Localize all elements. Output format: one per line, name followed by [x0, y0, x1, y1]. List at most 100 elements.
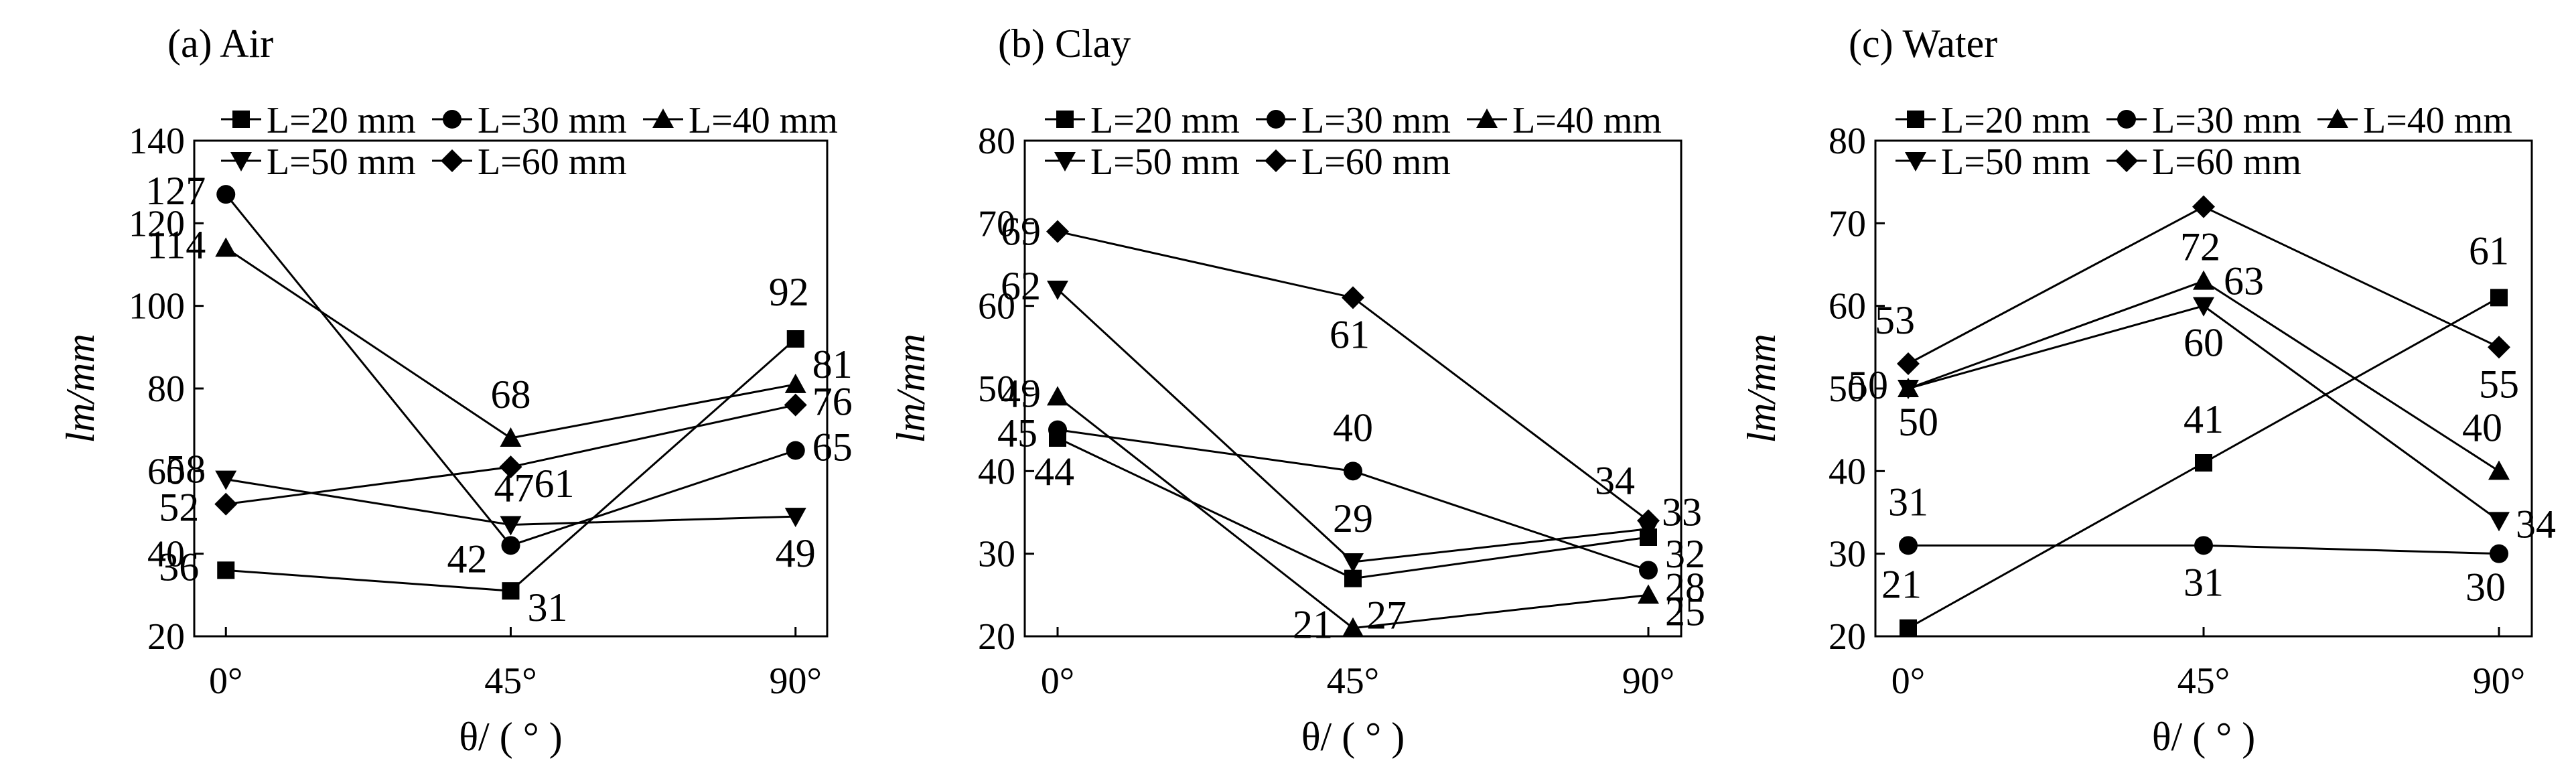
- data-label: 34: [2516, 502, 2556, 546]
- data-label: 53: [1875, 298, 1915, 342]
- data-point: [214, 492, 238, 516]
- chart-panel-air: (a) Air 20 40 60 80 100 120 140 0° 45° 90° θ/ ( ° )…: [58, 21, 853, 759]
- data-point: [499, 455, 522, 479]
- legend-marker: [1476, 109, 1498, 128]
- x-tick-label: 0°: [1891, 660, 1925, 702]
- data-point: [2192, 195, 2215, 218]
- y-tick-label: 70: [978, 203, 1015, 244]
- data-label: 72: [2180, 225, 2220, 269]
- data-point: [784, 373, 806, 393]
- data-label: 45: [997, 411, 1037, 455]
- x-tick-label: 0°: [1041, 660, 1074, 702]
- legend-item: L=50 mm: [1045, 141, 1240, 183]
- legend-label: L=20 mm: [1090, 100, 1240, 141]
- y-tick-label: 40: [147, 534, 185, 575]
- y-tick-label: 140: [129, 121, 185, 162]
- y-tick-label: 20: [978, 616, 1015, 658]
- y-tick-label: 80: [978, 121, 1015, 162]
- legend-label: L=60 mm: [1301, 141, 1451, 183]
- legend-item: L=40 mm: [643, 100, 838, 141]
- y-axis-label: lm/mm: [1739, 334, 1784, 443]
- data-point: [1342, 286, 1364, 309]
- legend-label: L=40 mm: [2363, 100, 2512, 141]
- data-point: [2490, 289, 2508, 307]
- data-point: [1897, 352, 1920, 375]
- data-label: 68: [491, 372, 531, 417]
- legend-label: L=60 mm: [478, 141, 627, 183]
- data-point: [784, 393, 807, 417]
- data-label: 40: [2462, 405, 2502, 449]
- data-point: [502, 582, 520, 600]
- data-label: 27: [1366, 593, 1407, 638]
- data-point: [1046, 220, 1069, 243]
- chart-panel-clay: (b) Clay 20 30 40 50 60 70 80 0° 45° 90° θ/ ( ° ) lm…: [889, 21, 1705, 759]
- data-label: 31: [2184, 560, 2224, 604]
- y-tick-label: 80: [1829, 121, 1866, 162]
- y-tick-label: 100: [129, 286, 185, 328]
- data-point: [1637, 509, 1660, 532]
- legend-label: L=50 mm: [1090, 141, 1240, 183]
- data-label: 114: [147, 222, 206, 267]
- series: 36 31 92: [159, 270, 809, 630]
- legend-marker: [2327, 109, 2348, 128]
- legend-marker: [232, 111, 250, 128]
- y-tick-label: 120: [129, 203, 185, 244]
- legend-item: L=50 mm: [221, 141, 416, 183]
- data-label: 63: [2224, 259, 2264, 303]
- data-point: [1638, 584, 1659, 604]
- x-tick-label: 90°: [1622, 660, 1674, 702]
- data-point: [2193, 297, 2214, 317]
- y-tick-label: 20: [147, 616, 185, 658]
- legend-label: L=20 mm: [267, 100, 416, 141]
- data-label: 42: [447, 537, 488, 581]
- x-axis-label: θ/ ( ° ): [1301, 715, 1405, 759]
- data-label: 62: [1001, 264, 1041, 308]
- data-label: 34: [1595, 458, 1635, 502]
- data-label: 21: [1293, 603, 1333, 647]
- data-label: 61: [534, 461, 575, 506]
- legend-marker: [1054, 152, 1076, 171]
- series: 63 40: [1898, 259, 2510, 480]
- data-point: [2194, 536, 2213, 555]
- legend-marker: [230, 152, 252, 171]
- data-point: [216, 185, 236, 204]
- legend-marker: [441, 149, 463, 172]
- y-tick-label: 30: [978, 534, 1015, 575]
- x-tick-label: 45°: [484, 660, 536, 702]
- data-point: [1048, 420, 1067, 439]
- data-label: 21: [1881, 563, 1922, 607]
- data-label: 55: [2479, 362, 2519, 406]
- data-point: [1342, 553, 1364, 573]
- y-tick-label: 60: [1829, 286, 1866, 328]
- legend-marker: [1907, 111, 1924, 128]
- legend-item: L=30 mm: [1256, 100, 1451, 141]
- data-point: [500, 427, 522, 447]
- series: 45 40 28: [997, 405, 1705, 609]
- data-point: [784, 508, 806, 528]
- y-tick-label: 50: [1829, 368, 1866, 410]
- x-tick-label: 90°: [2473, 660, 2525, 702]
- y-tick-label: 80: [147, 368, 185, 410]
- legend-marker: [443, 110, 461, 129]
- legend-item: L=20 mm: [221, 100, 416, 141]
- x-axis-label: θ/ ( ° ): [459, 715, 562, 759]
- legend-marker: [1056, 111, 1074, 128]
- data-label: 30: [2465, 565, 2506, 610]
- data-point: [1639, 561, 1658, 580]
- legend-marker: [1267, 110, 1285, 129]
- data-label: 32: [1665, 532, 1705, 576]
- legend-item: L=40 mm: [2317, 100, 2512, 141]
- x-tick-label: 45°: [2177, 660, 2230, 702]
- data-point: [2488, 460, 2510, 480]
- data-point: [217, 561, 235, 579]
- legend-label: L=30 mm: [2152, 100, 2301, 141]
- data-point: [1047, 386, 1068, 406]
- legend-label: L=60 mm: [2152, 141, 2301, 183]
- legend-marker: [2115, 149, 2138, 172]
- legend-item: L=40 mm: [1467, 100, 1662, 141]
- legend-label: L=30 mm: [1301, 100, 1451, 141]
- data-label: 92: [769, 270, 809, 314]
- data-point: [215, 470, 237, 490]
- data-point: [1900, 619, 1917, 637]
